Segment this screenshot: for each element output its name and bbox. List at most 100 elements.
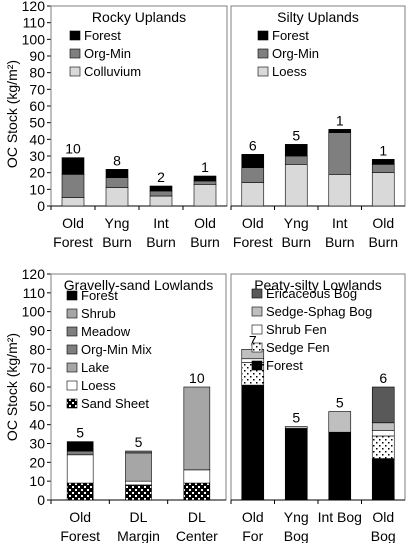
legend-label: Forest (266, 358, 303, 373)
bar-segment (149, 190, 173, 197)
legend-label: Org-Min Mix (81, 342, 152, 357)
legend-label: Shrub (81, 306, 116, 321)
bar-segment (193, 184, 217, 207)
bar-segment (66, 482, 94, 501)
y-tick-label: 20 (29, 165, 45, 181)
x-tick-label: Int (332, 215, 348, 231)
bar-count-label: 1 (379, 142, 387, 158)
x-tick-label: Old (242, 509, 264, 525)
bar-segment (371, 422, 395, 431)
y-tick-label: 70 (29, 360, 45, 376)
bar-segment (125, 480, 152, 486)
bar-segment (371, 172, 395, 207)
legend-swatch (66, 290, 78, 301)
panel-title: Gravelly-sand Lowlands (64, 277, 213, 293)
x-tick-label: Burn (190, 234, 220, 250)
y-tick-label: 100 (22, 31, 46, 47)
bar-segment (284, 164, 308, 207)
x-tick-label: Yng (105, 215, 130, 231)
bar-segment (125, 452, 152, 482)
x-tick-label: DL (188, 509, 206, 525)
legend-swatch (257, 30, 269, 41)
bar-segment (125, 484, 152, 501)
legend-swatch (251, 360, 263, 371)
y-tick-label: 110 (23, 285, 46, 301)
chart-panel: Silty Uplands 6 Old Forest 5 Yng Burn 1 Int Burn 1… (230, 5, 406, 250)
bar-count-label: 1 (201, 159, 209, 175)
legend-label: Shrub Fen (266, 322, 327, 337)
bar-segment (105, 187, 129, 207)
bar-count-label: 5 (292, 127, 300, 143)
bar-segment (66, 450, 94, 456)
x-tick-label: Center (176, 528, 218, 543)
y-tick-label: 0 (37, 198, 45, 214)
bar-segment (183, 469, 211, 484)
y-tick-label: 10 (29, 181, 45, 197)
x-tick-label: Old (242, 215, 264, 231)
x-tick-label: Old (62, 215, 84, 231)
legend-label: Sedge-Sphag Bog (266, 304, 372, 319)
y-tick-label: 50 (29, 115, 45, 131)
y-tick-label: 40 (29, 131, 45, 147)
panel-title: Silty Uplands (277, 9, 359, 25)
x-tick-label: Old (372, 509, 394, 525)
bar-segment (61, 174, 85, 198)
legend-swatch (66, 308, 78, 319)
y-tick-label: 90 (29, 323, 45, 339)
y-axis-bottom: 0 10 20 30 40 50 60 70 80 90 100 110 120 (22, 266, 52, 508)
legend-swatch (66, 398, 78, 409)
bar-segment (61, 197, 85, 207)
x-tick-label: Yng (284, 215, 309, 231)
y-tick-label: 60 (29, 98, 45, 114)
x-tick-label: Old (194, 215, 216, 231)
y-tick-label: 50 (29, 398, 45, 414)
legend-label: Forest (272, 28, 309, 43)
x-tick-label: Bog (284, 528, 309, 543)
legend-label: Lake (81, 360, 109, 375)
chart-panel: Rocky Uplands 10 Old Forest 8 Yng Burn 2 Int Burn… (50, 5, 228, 250)
legend-swatch (66, 344, 78, 355)
bar-segment (284, 428, 308, 501)
bar-segment (193, 180, 217, 185)
y-tick-label: 60 (29, 379, 45, 395)
x-tick-label: Forest (60, 528, 100, 543)
x-tick-label: Old (69, 509, 91, 525)
y-tick-label: 90 (29, 48, 45, 64)
bar-count-label: 5 (336, 394, 344, 410)
legend-swatch (251, 306, 263, 317)
bar-segment (241, 182, 265, 207)
x-tick-label: Forest (53, 234, 93, 250)
bar-segment (105, 169, 129, 178)
bar-segment (371, 458, 395, 501)
bar-segment (193, 175, 217, 182)
y-tick-label: 70 (29, 81, 45, 97)
x-tick-label: Bog (371, 528, 396, 543)
y-tick-label: 0 (37, 492, 45, 508)
x-tick-label: Forest (233, 234, 273, 250)
legend-swatch (69, 66, 81, 77)
x-tick-label: Burn (146, 234, 176, 250)
bar-segment (183, 386, 211, 471)
y-tick-label: 100 (22, 304, 46, 320)
bar-segment (284, 155, 308, 165)
legend-label: Meadow (81, 324, 131, 339)
bar-count-label: 8 (113, 152, 121, 168)
bar-count-label: 10 (189, 370, 205, 386)
bar-segment (61, 157, 85, 175)
bar-count-label: 1 (336, 112, 344, 128)
y-tick-label: 10 (29, 473, 45, 489)
y-tick-label: 30 (29, 436, 45, 452)
bar-count-label: 10 (65, 141, 81, 157)
y-tick-label: 120 (22, 0, 46, 14)
legend-label: Loess (272, 64, 307, 79)
legend-swatch (66, 362, 78, 373)
legend-label: Sedge Fen (266, 340, 330, 355)
legend-label: Org-Min (84, 46, 131, 61)
x-tick-label: Burn (281, 234, 311, 250)
bar-segment (241, 154, 265, 168)
bar-count-label: 6 (249, 137, 257, 153)
bar-count-label: 5 (135, 434, 143, 450)
chart-panels: Rocky Uplands 10 Old Forest 8 Yng Burn 2 Int Burn… (50, 5, 406, 543)
bar-count-label: 5 (76, 425, 84, 441)
